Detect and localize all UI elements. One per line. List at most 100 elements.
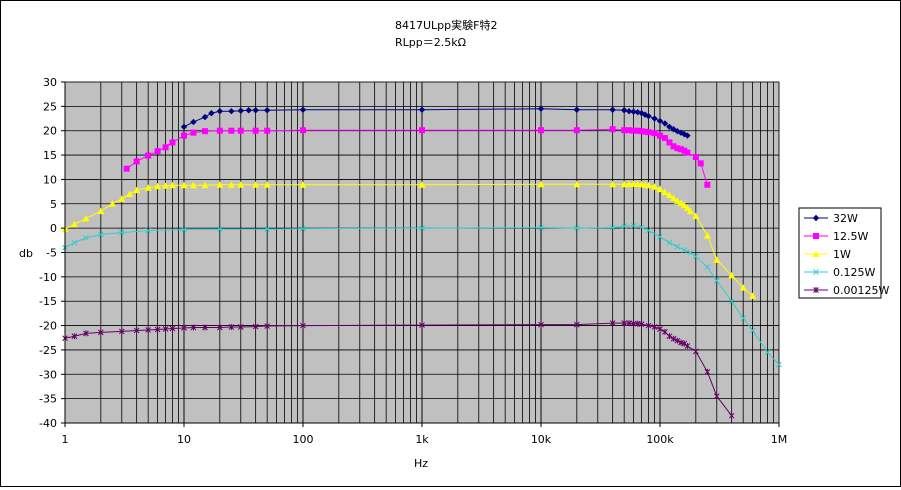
data-point — [252, 107, 259, 114]
data-point — [677, 129, 685, 136]
data-point — [162, 144, 169, 151]
data-point — [630, 108, 637, 115]
data-point — [670, 335, 677, 342]
data-point — [692, 253, 699, 260]
data-point — [686, 207, 694, 215]
data-point — [573, 127, 580, 134]
data-point — [263, 107, 271, 114]
x-tick-label: 100 — [293, 433, 314, 446]
y-tick-label: 25 — [43, 100, 57, 113]
legend-swatch-marker — [813, 233, 819, 239]
data-point — [645, 322, 652, 329]
data-point — [245, 107, 252, 114]
x-tick-label: 10k — [531, 433, 552, 446]
data-point — [661, 188, 669, 196]
data-point — [728, 298, 735, 305]
data-point — [684, 132, 691, 139]
data-point — [670, 194, 678, 201]
y-tick-label: -25 — [39, 344, 57, 357]
data-point — [681, 247, 688, 253]
data-point — [202, 324, 208, 331]
data-point — [252, 181, 260, 188]
data-point — [180, 123, 188, 131]
data-point — [657, 132, 663, 139]
y-tick-label: 0 — [50, 222, 57, 235]
data-point — [418, 181, 426, 188]
data-point — [264, 127, 271, 134]
data-point — [692, 154, 699, 161]
data-point — [216, 226, 223, 232]
data-point — [118, 195, 126, 202]
y-tick-label: 15 — [43, 149, 57, 162]
data-point — [666, 139, 673, 146]
data-point — [118, 328, 125, 335]
data-point — [625, 108, 633, 115]
data-point — [630, 222, 637, 229]
y-tick-label: -5 — [46, 247, 57, 260]
data-point — [638, 321, 645, 328]
data-point — [181, 226, 187, 233]
legend-entry: 32W — [804, 212, 858, 225]
data-point — [645, 129, 652, 136]
data-point — [704, 368, 711, 375]
data-point — [626, 127, 633, 134]
y-tick-label: -20 — [39, 320, 57, 333]
data-point — [651, 324, 658, 331]
data-point — [609, 126, 616, 133]
legend-swatch-marker — [813, 269, 819, 275]
legend-entry: 0.125W — [804, 266, 875, 279]
data-point — [656, 117, 664, 125]
data-point — [208, 109, 215, 117]
data-point — [154, 148, 161, 155]
data-point — [216, 127, 223, 134]
y-tick-label: 20 — [43, 125, 57, 138]
data-point — [621, 320, 628, 327]
data-point — [538, 127, 544, 134]
data-point — [180, 181, 188, 189]
data-point — [692, 212, 700, 219]
data-point — [704, 181, 711, 188]
data-point — [638, 128, 645, 135]
data-point — [776, 361, 782, 368]
data-point — [70, 220, 78, 228]
data-point — [162, 182, 170, 189]
data-point — [728, 271, 736, 279]
data-point — [118, 229, 125, 236]
data-point — [299, 181, 307, 188]
axes: 30 25 20 15 10 5 0 -5 -10 -15 -20 -25 -30 -35 -40 1 10 10… — [39, 76, 787, 446]
legend-entry: 0.00125W — [804, 284, 889, 297]
y-tick-label: -10 — [39, 271, 57, 284]
y-axis-label: db — [19, 247, 33, 260]
data-point — [704, 264, 711, 270]
y-tick-label: -30 — [39, 368, 57, 381]
data-point — [670, 126, 677, 133]
data-point — [201, 128, 208, 135]
data-point — [133, 186, 141, 194]
data-point — [169, 325, 176, 332]
data-point — [145, 152, 152, 159]
data-point — [609, 180, 617, 188]
data-point — [300, 127, 306, 134]
grid — [64, 81, 780, 424]
data-point — [419, 127, 425, 134]
data-point — [83, 330, 89, 337]
data-point — [537, 180, 545, 188]
data-point — [300, 225, 306, 232]
data-point — [538, 224, 544, 231]
data-point — [749, 327, 756, 334]
data-point — [651, 130, 658, 137]
data-point — [169, 139, 176, 146]
data-point — [216, 324, 223, 331]
data-point — [620, 107, 628, 114]
data-point — [71, 333, 78, 340]
legend-label: 12.5W — [833, 230, 868, 243]
data-point — [264, 323, 271, 330]
data-point — [678, 339, 684, 346]
data-point — [661, 135, 668, 142]
data-point — [82, 214, 90, 222]
data-point — [189, 181, 197, 189]
data-point — [666, 239, 673, 246]
data-point — [419, 322, 425, 329]
data-point — [740, 315, 747, 322]
